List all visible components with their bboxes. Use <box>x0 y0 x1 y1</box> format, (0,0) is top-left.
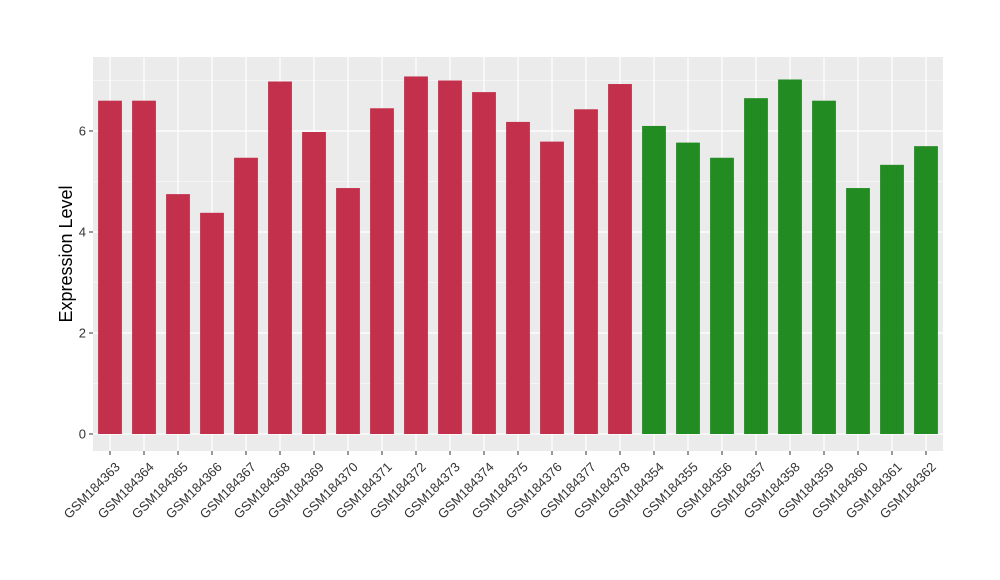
bar-GSM184370 <box>336 188 360 434</box>
bar-GSM184364 <box>132 100 156 434</box>
bar-GSM184362 <box>914 146 938 434</box>
y-tick-label: 6 <box>79 124 86 139</box>
bar-GSM184377 <box>574 109 598 434</box>
bar-GSM184369 <box>302 132 326 434</box>
bar-GSM184375 <box>506 121 530 434</box>
y-tick-label: 0 <box>79 427 86 442</box>
bar-GSM184373 <box>438 80 462 434</box>
y-tick-label: 2 <box>79 326 86 341</box>
bar-GSM184361 <box>880 164 904 434</box>
y-tick-label: 4 <box>79 225 86 240</box>
bar-GSM184366 <box>200 212 224 434</box>
bar-GSM184358 <box>778 79 802 435</box>
bar-GSM184367 <box>234 157 258 434</box>
bar-GSM184356 <box>710 157 734 434</box>
bar-GSM184357 <box>744 98 768 435</box>
bar-GSM184374 <box>472 92 496 435</box>
bar-GSM184368 <box>268 81 292 434</box>
bar-GSM184378 <box>608 84 632 434</box>
bar-GSM184371 <box>370 108 394 435</box>
bar-GSM184372 <box>404 76 428 435</box>
x-axis: GSM184363GSM184364GSM184365GSM184366GSM1… <box>61 451 939 522</box>
y-axis: 0 2 4 6 <box>79 124 93 442</box>
bars <box>98 76 938 435</box>
bar-GSM184359 <box>812 100 836 434</box>
bar-GSM184376 <box>540 141 564 435</box>
bar-GSM184360 <box>846 188 870 434</box>
y-axis-title: Expression Level <box>56 185 76 322</box>
bar-GSM184363 <box>98 100 122 434</box>
bar-GSM184365 <box>166 194 190 434</box>
bar-GSM184355 <box>676 142 700 435</box>
bar-GSM184354 <box>642 125 666 434</box>
